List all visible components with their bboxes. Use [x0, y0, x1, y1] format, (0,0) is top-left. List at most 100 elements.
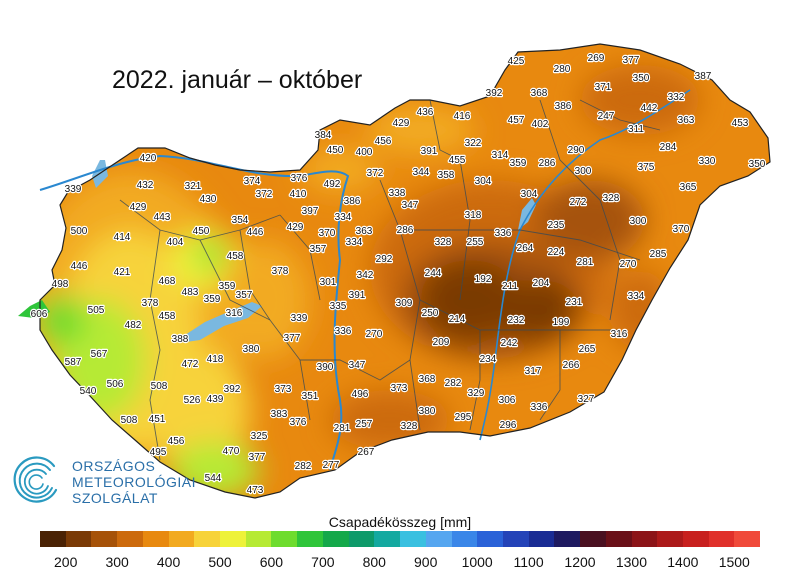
- station-value: 372: [367, 168, 384, 179]
- station-value: 359: [510, 158, 527, 169]
- station-value: 266: [563, 360, 580, 371]
- station-value: 350: [633, 73, 650, 84]
- station-value: 414: [114, 232, 131, 243]
- legend-title: Csapadékösszeg [mm]: [328, 514, 472, 530]
- station-value: 378: [142, 298, 159, 309]
- omsz-swirl-logo-icon: [13, 456, 58, 503]
- station-value: 342: [357, 270, 374, 281]
- station-value: 526: [184, 395, 201, 406]
- station-value: 473: [247, 485, 264, 496]
- legend-tick: 600: [259, 554, 284, 570]
- station-value: 368: [531, 88, 548, 99]
- legend-swatch: [65, 531, 92, 547]
- station-value: 281: [577, 257, 594, 268]
- legend-swatch: [297, 531, 323, 547]
- station-value: 455: [449, 155, 466, 166]
- station-value: 270: [366, 329, 383, 340]
- station-value-labels: 425 280 269 377 371 350 387 332 392 368 386 247 442 3…: [29, 52, 767, 497]
- station-value: 334: [628, 291, 645, 302]
- station-value: 199: [553, 317, 570, 328]
- station-value: 292: [376, 254, 393, 265]
- station-value: 468: [159, 276, 176, 287]
- station-value: 377: [623, 55, 640, 66]
- station-value: 330: [699, 156, 716, 167]
- legend-swatch: [657, 531, 683, 547]
- station-value: 255: [467, 237, 484, 248]
- station-value: 224: [548, 247, 565, 258]
- legend-swatch: [374, 531, 401, 547]
- station-value: 328: [603, 193, 620, 204]
- station-value: 332: [668, 92, 685, 103]
- station-value: 436: [417, 107, 434, 118]
- station-value: 192: [475, 274, 492, 285]
- station-value: 567: [91, 349, 108, 360]
- station-value: 420: [140, 153, 157, 164]
- legend-tick: 1300: [615, 554, 647, 570]
- legend-tick: 800: [362, 554, 386, 570]
- station-value: 376: [291, 173, 308, 184]
- station-value: 496: [352, 389, 369, 400]
- station-value: 282: [445, 378, 462, 389]
- station-value: 300: [575, 166, 592, 177]
- legend-swatch: [451, 531, 478, 547]
- station-value: 235: [548, 220, 565, 231]
- legend-tick: 1100: [513, 554, 544, 570]
- station-value: 306: [499, 395, 516, 406]
- station-value: 370: [673, 224, 690, 235]
- station-value: 281: [334, 423, 351, 434]
- station-value: 376: [290, 417, 307, 428]
- legend-swatch: [400, 531, 426, 547]
- legend-swatch: [91, 531, 118, 547]
- station-value: 421: [114, 267, 131, 278]
- station-value: 432: [137, 180, 154, 191]
- station-value: 387: [695, 71, 712, 82]
- station-value: 373: [275, 384, 292, 395]
- station-value: 458: [227, 251, 244, 262]
- station-value: 265: [579, 344, 596, 355]
- legend-swatch: [168, 531, 195, 547]
- station-value: 286: [539, 158, 556, 169]
- station-value: 339: [291, 313, 308, 324]
- station-value: 284: [660, 142, 677, 153]
- station-value: 316: [226, 308, 243, 319]
- station-value: 318: [465, 210, 482, 221]
- station-value: 357: [310, 244, 327, 255]
- station-value: 500: [71, 226, 88, 237]
- station-value: 304: [475, 176, 492, 187]
- station-value: 397: [302, 206, 319, 217]
- map-title: 2022. január – október: [112, 66, 363, 94]
- station-value: 377: [284, 333, 301, 344]
- station-value: 439: [207, 394, 224, 405]
- station-value: 363: [356, 226, 373, 237]
- station-value: 418: [207, 354, 224, 365]
- station-value: 392: [486, 88, 503, 99]
- station-value: 244: [425, 268, 442, 279]
- station-value: 400: [356, 147, 373, 158]
- station-value: 410: [290, 189, 307, 200]
- station-value: 317: [525, 366, 542, 377]
- station-value: 456: [375, 136, 392, 147]
- station-value: 498: [52, 279, 69, 290]
- station-value: 322: [465, 138, 482, 149]
- logo-line-2: METEOROLÓGIAI: [72, 474, 196, 490]
- station-value: 334: [346, 237, 363, 248]
- legend-tick: 900: [414, 554, 438, 570]
- station-value: 285: [650, 249, 667, 260]
- station-value: 392: [224, 384, 241, 395]
- legend-swatch: [708, 531, 735, 547]
- station-value: 371: [595, 82, 612, 93]
- station-value: 257: [356, 419, 373, 430]
- station-value: 483: [182, 287, 199, 298]
- station-value: 329: [468, 388, 485, 399]
- station-value: 380: [419, 406, 436, 417]
- station-value: 325: [251, 431, 268, 442]
- station-value: 404: [167, 237, 184, 248]
- legend-swatch: [245, 531, 272, 547]
- station-value: 378: [272, 266, 289, 277]
- station-value: 365: [680, 182, 697, 193]
- station-value: 316: [611, 329, 628, 340]
- station-value: 290: [568, 145, 585, 156]
- legend-swatch: [142, 531, 169, 547]
- legend-swatch: [631, 531, 658, 547]
- station-value: 327: [578, 394, 595, 405]
